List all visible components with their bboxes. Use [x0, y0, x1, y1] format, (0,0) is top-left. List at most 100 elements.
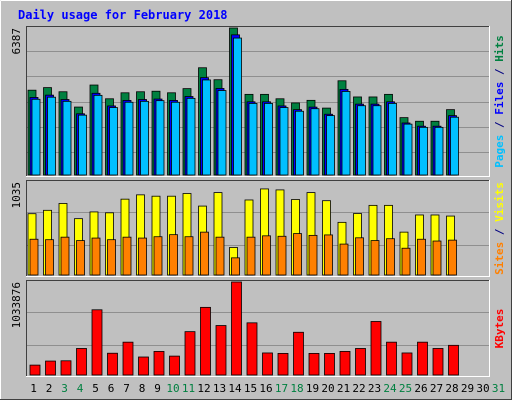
bar-sites-day-17: [277, 235, 287, 276]
bar-sites-day-5: [91, 237, 101, 276]
bar-sites-day-20: [324, 234, 333, 276]
bar-sites-day-10: [169, 234, 178, 276]
bar-pages-day-12: [202, 79, 211, 176]
day-label: 5: [92, 382, 99, 395]
day-label: 11: [182, 382, 195, 395]
chart-panels: 6387 Pages / Files / Hits 1035 Sites / Visi…: [10, 26, 506, 377]
bar-sites-day-4: [76, 240, 85, 276]
chart-title: Daily usage for February 2018: [18, 8, 228, 22]
bar-kbytes-day-1: [29, 364, 41, 376]
bar-kbytes-day-2: [45, 360, 56, 376]
day-label: 17: [275, 382, 288, 395]
bar-pages-day-18: [295, 110, 304, 176]
bar-sites-day-12: [200, 231, 209, 276]
right-series-label: Pages / Files / Hits: [493, 35, 506, 168]
bar-kbytes-day-26: [417, 341, 428, 376]
bar-sites-day-3: [60, 236, 70, 276]
day-label: 6: [108, 382, 115, 395]
right-series-label: Sites / Visits: [493, 182, 506, 275]
bar-pages-day-7: [124, 101, 134, 176]
bar-kbytes-day-21: [339, 351, 351, 376]
panel-kbytes: 1033876 KBytes: [10, 280, 506, 377]
day-label: 9: [154, 382, 161, 395]
bar-sites-day-7: [122, 236, 132, 276]
bar-pages-day-8: [140, 100, 149, 176]
bar-sites-day-27: [432, 240, 442, 276]
day-label: 8: [139, 382, 146, 395]
bar-pages-day-15: [248, 103, 258, 176]
bar-sites-day-18: [293, 233, 302, 276]
bar-pages-day-13: [217, 90, 227, 176]
series-sites: [29, 231, 457, 276]
bar-pages-day-25: [403, 123, 413, 176]
day-label: 21: [337, 382, 350, 395]
panel-plot-area: [26, 180, 490, 277]
bar-sites-day-2: [45, 239, 54, 276]
panel-hits-files-pages: 6387 Pages / Files / Hits: [10, 26, 506, 177]
bar-kbytes-day-15: [246, 322, 258, 376]
bar-sites-day-23: [370, 240, 380, 276]
day-label: 28: [445, 382, 458, 395]
bar-kbytes-day-10: [169, 355, 180, 376]
bar-kbytes-day-8: [138, 356, 149, 376]
bar-sites-day-25: [401, 247, 411, 276]
bar-kbytes-day-19: [308, 353, 320, 376]
bar-pages-day-21: [341, 91, 351, 176]
day-label: 30: [476, 382, 489, 395]
day-label: 15: [244, 382, 257, 395]
right-series-label: KBytes: [493, 309, 506, 349]
bar-kbytes-day-22: [355, 348, 366, 376]
bar-kbytes-day-16: [262, 352, 273, 376]
bar-sites-day-15: [246, 236, 256, 276]
day-label: 3: [61, 382, 68, 395]
x-axis-day-labels: 1 2 3 4 5 6 7 8 9 10 11 12 13 14 15 16 17 18 19 20 21 22 23 24 2…: [30, 382, 505, 395]
day-label: 26: [414, 382, 427, 395]
bar-kbytes-day-14: [231, 281, 242, 376]
day-label: 2: [46, 382, 53, 395]
bar-pages-day-16: [264, 103, 273, 176]
right-series-label-part: Sites: [493, 242, 506, 275]
bar-kbytes-day-11: [184, 331, 196, 376]
bar-pages-day-28: [450, 116, 459, 176]
panel-visits-sites: 1035 Sites / Visits: [10, 180, 506, 277]
day-label: 27: [430, 382, 443, 395]
bar-sites-day-24: [386, 238, 395, 276]
bar-sites-day-14: [231, 257, 240, 276]
day-label: 4: [77, 382, 84, 395]
day-label: 12: [197, 382, 210, 395]
bar-pages-day-6: [109, 107, 118, 176]
bar-sites-day-19: [308, 234, 318, 276]
right-series-label-part: Files: [493, 82, 506, 115]
bar-kbytes-day-6: [107, 352, 118, 376]
day-label: 23: [368, 382, 381, 395]
bar-sites-day-22: [355, 237, 364, 276]
bar-pages-day-23: [372, 105, 382, 176]
series-pages: [31, 37, 459, 176]
bar-pages-day-26: [419, 126, 428, 176]
series-kbytes: [29, 281, 459, 376]
day-label: 10: [166, 382, 179, 395]
bar-pages-day-11: [186, 97, 196, 176]
bar-pages-day-19: [310, 108, 320, 176]
bar-kbytes-day-9: [153, 351, 165, 376]
day-label: 14: [228, 382, 242, 395]
right-series-label-part: /: [493, 115, 506, 135]
bar-kbytes-day-18: [293, 331, 304, 376]
bar-pages-day-1: [31, 98, 41, 176]
day-label: 7: [123, 382, 130, 395]
right-series-label-part: /: [493, 222, 506, 242]
bar-pages-day-5: [93, 94, 103, 176]
right-series-label-part: Hits: [493, 35, 506, 62]
right-series-label-part: Pages: [493, 135, 506, 168]
bar-kbytes-day-25: [401, 352, 413, 376]
bar-pages-day-4: [78, 114, 87, 176]
bar-kbytes-day-4: [76, 348, 87, 376]
y-axis-max-label: 1035: [10, 182, 23, 209]
right-series-label-part: /: [493, 62, 506, 82]
day-label: 16: [259, 382, 272, 395]
day-label: 24: [383, 382, 397, 395]
day-label: 19: [306, 382, 319, 395]
bar-kbytes-day-17: [277, 353, 289, 376]
bar-sites-day-1: [29, 238, 39, 276]
